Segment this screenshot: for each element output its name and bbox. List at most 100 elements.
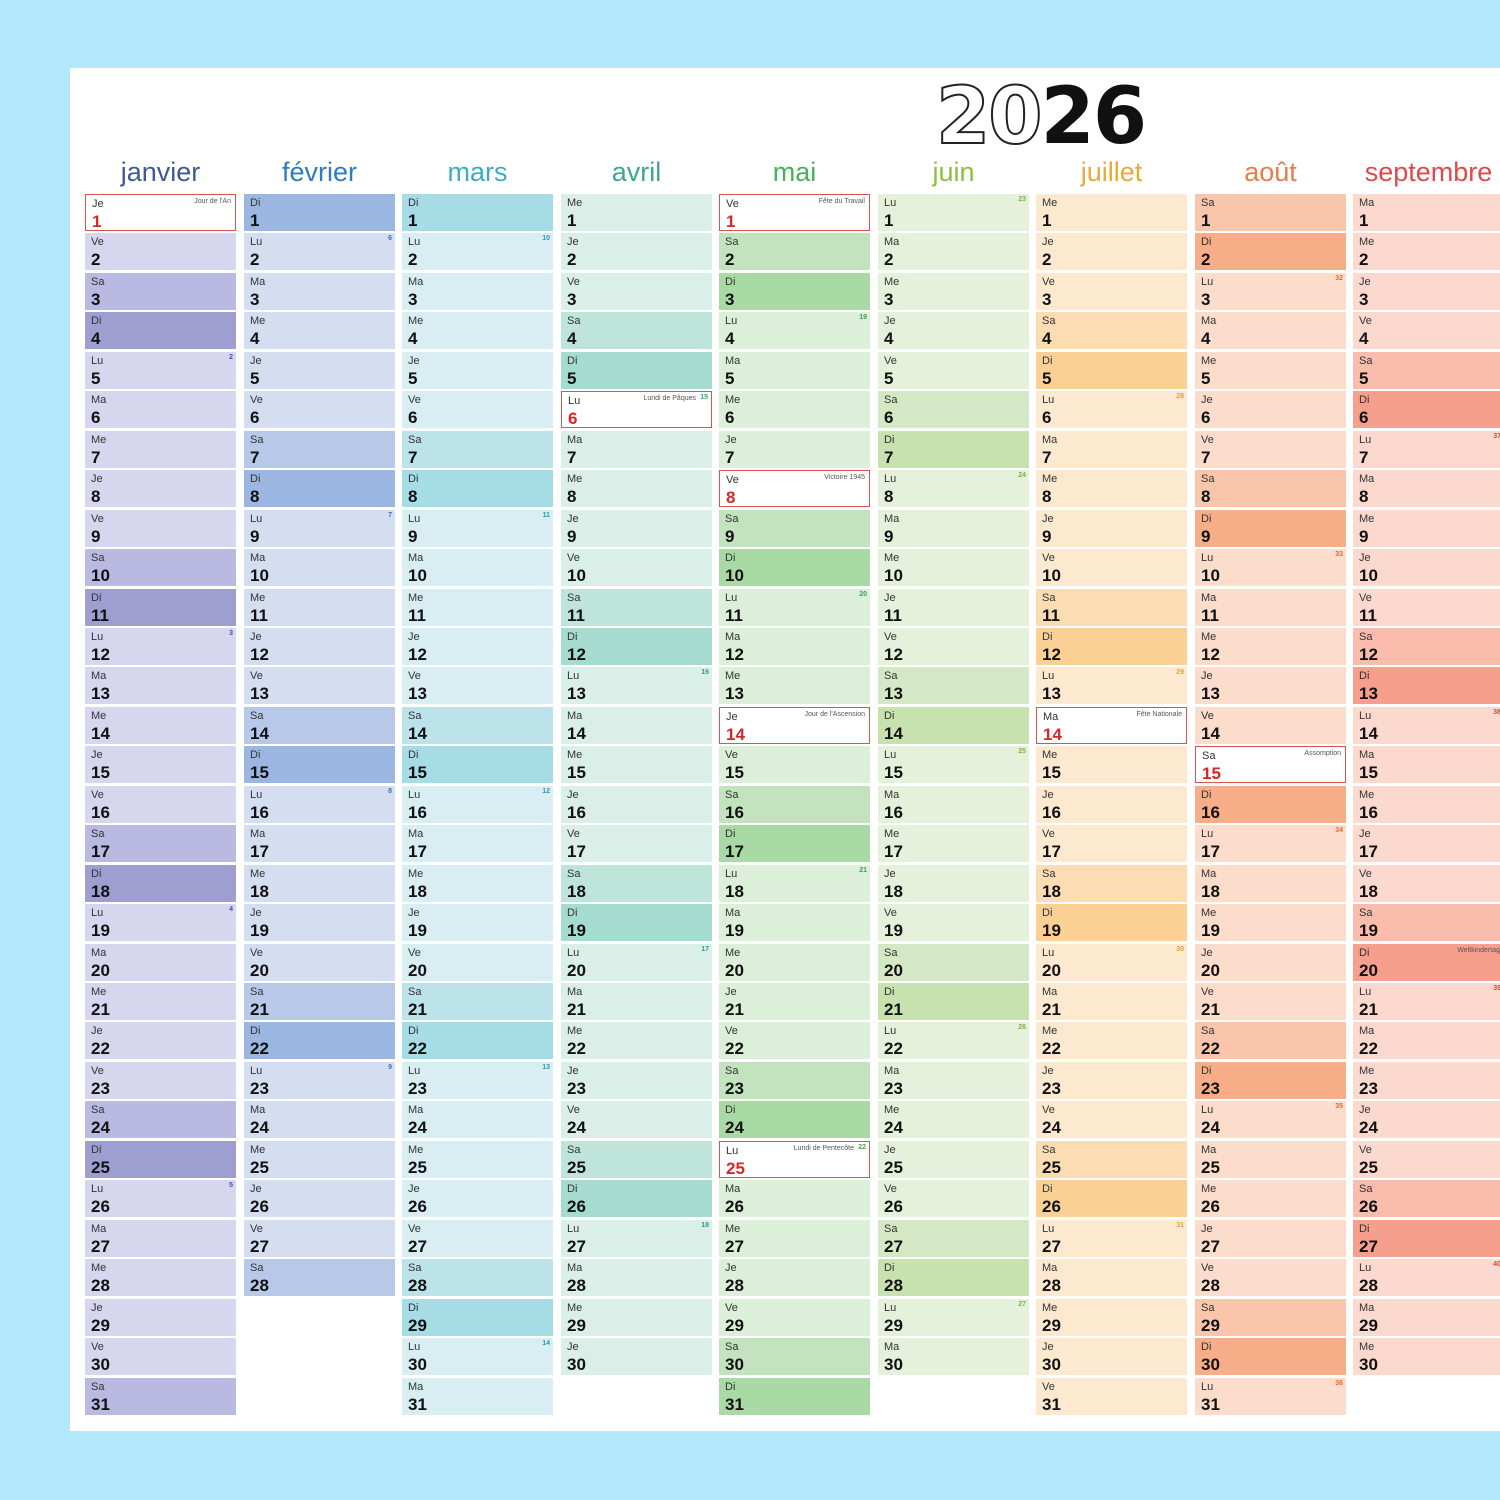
weekday-abbr: Lu — [884, 749, 897, 761]
day-cell: Ve 10 — [1036, 549, 1187, 586]
day-number: 25 — [1042, 1158, 1061, 1177]
weekday-abbr: Je — [91, 749, 103, 761]
weekday-abbr: Di — [884, 1262, 895, 1274]
week-number: 14 — [542, 1340, 550, 1347]
day-cell: Ve 17 — [1036, 825, 1187, 862]
weekday-abbr: Ve — [408, 1223, 421, 1235]
weekday-abbr: Sa — [91, 552, 105, 564]
day-cell: Ma 6 — [85, 391, 236, 428]
day-cell: Me 9 — [1353, 510, 1500, 547]
weekday-abbr: Sa — [1201, 473, 1215, 485]
day-cell: Ma 22 — [1353, 1022, 1500, 1059]
weekday-abbr: Ve — [1201, 1262, 1214, 1274]
weekday-abbr: Me — [250, 1144, 266, 1156]
day-cell: Je 9 — [561, 510, 712, 547]
day-cell: Ma 11 — [1195, 589, 1346, 626]
day-number: 16 — [884, 803, 903, 822]
day-number: 23 — [91, 1079, 110, 1098]
day-number: 8 — [1201, 487, 1211, 506]
week-number: 11 — [542, 512, 550, 519]
day-number: 31 — [408, 1395, 427, 1414]
day-number: 18 — [567, 882, 586, 901]
day-number: 7 — [567, 448, 577, 467]
weekday-abbr: Di — [408, 749, 419, 761]
weekday-abbr: Me — [725, 394, 741, 406]
day-number: 23 — [1359, 1079, 1378, 1098]
day-number: 28 — [250, 1276, 269, 1295]
day-cell: Di 7 — [878, 431, 1029, 468]
month-name: janvier — [120, 157, 201, 187]
day-cell: Lu 20 30 — [1036, 944, 1187, 981]
week-number: 30 — [1176, 946, 1184, 953]
week-number: 21 — [859, 867, 867, 874]
holiday-name: Assomption — [1304, 750, 1341, 757]
day-number: 30 — [725, 1355, 744, 1374]
weekday-abbr: Lu — [1042, 394, 1055, 406]
day-number: 19 — [250, 921, 269, 940]
weekday-abbr: Je — [92, 198, 104, 210]
weekday-abbr: Ma — [1359, 197, 1375, 209]
day-cell: Di 28 — [878, 1259, 1029, 1296]
weekday-abbr: Lu — [250, 1065, 263, 1077]
day-number: 6 — [408, 408, 418, 427]
calendar-sheet: 2026 janvier Je 1 Jour de l'An Ve 2 Sa 3 Di 4 Lu 5 2… — [70, 68, 1500, 1431]
day-cell: Ma 16 — [878, 786, 1029, 823]
day-number: 28 — [725, 1276, 744, 1295]
day-cell: Me 14 — [85, 707, 236, 744]
day-number: 9 — [1042, 527, 1052, 546]
weekday-abbr: Me — [1359, 236, 1375, 248]
day-number: 12 — [725, 645, 744, 664]
day-number: 18 — [725, 882, 744, 901]
day-number: 2 — [91, 250, 101, 269]
holiday-day-cell: Lu 6 15 Lundi de Pâques — [561, 391, 712, 428]
day-number: 30 — [1201, 1355, 1220, 1374]
weekday-abbr: Di — [1201, 236, 1212, 248]
day-cell: Je 30 — [1036, 1338, 1187, 1375]
day-cell: Ve 4 — [1353, 312, 1500, 349]
day-number: 14 — [1201, 724, 1220, 743]
day-cell: Lu 9 11 — [402, 510, 553, 547]
day-number: 17 — [725, 842, 744, 861]
day-number: 25 — [884, 1158, 903, 1177]
day-cell: Di 20 Weltkindertag — [1353, 944, 1500, 981]
weekday-abbr: Lu — [250, 513, 263, 525]
weekday-abbr: Sa — [725, 236, 739, 248]
day-number: 21 — [567, 1000, 586, 1019]
day-number: 25 — [1201, 1158, 1220, 1177]
weekday-abbr: Di — [1042, 355, 1053, 367]
week-number: 4 — [229, 906, 233, 913]
weekday-abbr: Me — [884, 552, 900, 564]
day-number: 25 — [91, 1158, 110, 1177]
day-number: 21 — [1359, 1000, 1378, 1019]
day-number: 29 — [725, 1316, 744, 1335]
day-cell: Me 19 — [1195, 904, 1346, 941]
day-cell: Lu 13 16 — [561, 667, 712, 704]
weekday-abbr: Lu — [1042, 1223, 1055, 1235]
day-number: 16 — [408, 803, 427, 822]
weekday-abbr: Me — [250, 868, 266, 880]
week-number: 39 — [1493, 985, 1500, 992]
day-cell: Sa 11 — [1036, 589, 1187, 626]
day-number: 26 — [91, 1197, 110, 1216]
weekday-abbr: Je — [567, 513, 579, 525]
day-cell: Di 23 — [1195, 1062, 1346, 1099]
weekday-abbr: Ve — [250, 670, 263, 682]
day-cell: Me 17 — [878, 825, 1029, 862]
day-cell: Lu 30 14 — [402, 1338, 553, 1375]
day-number: 16 — [1359, 803, 1378, 822]
day-number: 1 — [1201, 211, 1211, 230]
day-cell: Sa 3 — [85, 273, 236, 310]
weekday-abbr: Di — [250, 473, 261, 485]
day-cell: Je 19 — [244, 904, 395, 941]
weekday-abbr: Di — [1201, 1065, 1212, 1077]
day-cell: Me 1 — [1036, 194, 1187, 231]
day-number: 2 — [567, 250, 577, 269]
day-note: Weltkindertag — [1457, 947, 1500, 954]
weekday-abbr: Sa — [567, 592, 581, 604]
day-number: 19 — [1042, 921, 1061, 940]
day-number: 25 — [408, 1158, 427, 1177]
day-number: 22 — [1201, 1039, 1220, 1058]
day-cell: Me 28 — [85, 1259, 236, 1296]
weekday-abbr: Ma — [91, 1223, 107, 1235]
weekday-abbr: Sa — [250, 1262, 264, 1274]
